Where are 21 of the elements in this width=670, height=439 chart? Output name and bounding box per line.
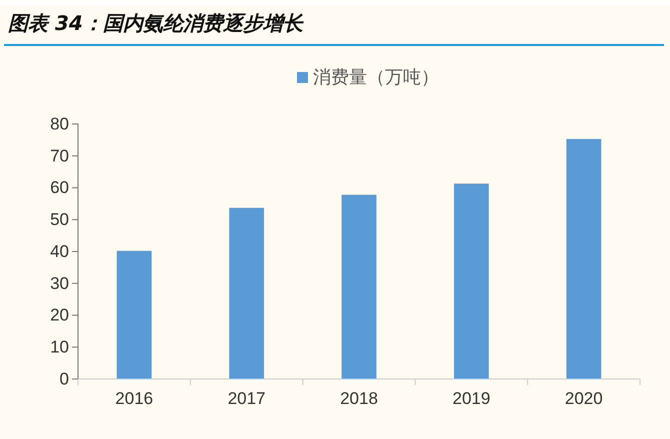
y-tick-label: 0 — [60, 369, 69, 388]
y-tick-label: 30 — [50, 274, 69, 293]
y-tick-label: 60 — [50, 178, 69, 198]
bar — [454, 184, 489, 379]
bar — [342, 194, 376, 379]
x-tick-label: 2019 — [452, 389, 490, 408]
bar — [116, 250, 152, 379]
x-tick-label: 2018 — [340, 389, 378, 408]
bar — [229, 208, 264, 379]
y-tick-label: 20 — [50, 306, 69, 325]
y-tick-label: 10 — [50, 338, 69, 357]
x-tick-label: 2020 — [564, 389, 603, 408]
bar — [566, 138, 602, 379]
y-tick-label: 50 — [50, 210, 69, 230]
y-tick-label: 70 — [50, 146, 69, 166]
legend-label: 消费量（万吨） — [313, 67, 439, 88]
y-tick-label: 40 — [50, 242, 69, 261]
chart-title: 图表 34：国内氨纶消费逐步增长 — [8, 11, 304, 35]
x-tick-label: 2016 — [115, 389, 154, 408]
y-tick-label: 80 — [50, 114, 69, 134]
x-tick-label: 2017 — [228, 389, 266, 408]
